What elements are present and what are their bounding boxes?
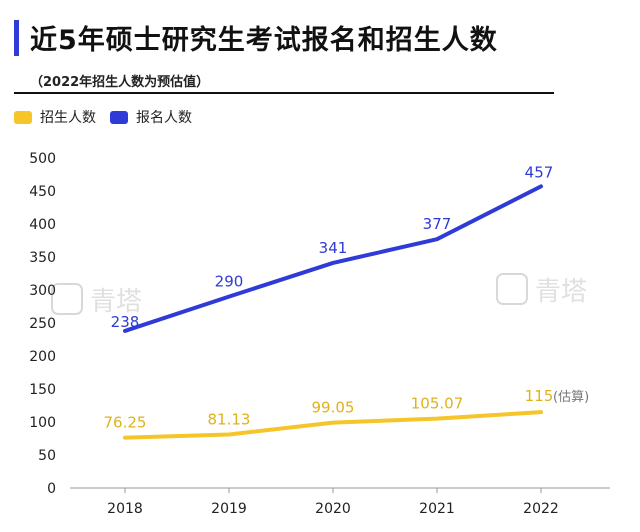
title-accent-bar [14,20,19,56]
data-label: 105.07 [411,395,464,413]
data-label: 377 [423,215,452,233]
y-tick-label: 300 [29,283,56,299]
y-tick-label: 450 [29,184,56,200]
y-tick-label: 50 [38,448,56,464]
x-tick-label: 2018 [107,501,143,517]
x-tick-label: 2022 [523,501,559,517]
data-label: 341 [319,239,348,257]
x-tick-label: 2020 [315,501,351,517]
legend-swatch-enrollment [14,110,32,124]
data-label: 238 [111,313,140,331]
x-tick-label: 2021 [419,501,455,517]
legend-label-enrollment: 招生人数 [40,110,96,126]
y-tick-label: 500 [29,151,56,167]
y-tick-label: 350 [29,250,56,266]
y-tick-label: 400 [29,217,56,233]
watermark-text: 青塔 [535,277,587,307]
title-divider [14,92,554,94]
legend-label-applicants: 报名人数 [136,110,192,126]
legend-item-enrollment: 招生人数 [14,107,96,127]
y-tick-label: 250 [29,316,56,332]
data-label: 99.05 [312,399,355,417]
data-label: 81.13 [208,410,251,428]
chart-title: 近5年硕士研究生考试报名和招生人数 [30,25,498,56]
x-tick-label: 2019 [211,501,247,517]
legend: 招生人数 报名人数 [14,108,206,126]
data-label: 115 [525,387,554,405]
watermark-text: 青塔 [90,287,142,317]
data-label: 290 [215,273,244,291]
watermark-logo-icon [496,273,528,305]
data-label: 457 [525,163,554,181]
series-line-applicants [123,184,543,333]
series-line-enrollment [123,410,543,440]
data-label: 76.25 [104,414,147,432]
annotation-label: (估算) [553,390,589,405]
watermark-logo-icon [51,283,83,315]
y-tick-label: 200 [29,349,56,365]
y-tick-label: 150 [29,382,56,398]
y-tick-label: 100 [29,415,56,431]
y-tick-label: 0 [47,481,56,497]
legend-swatch-applicants [110,110,128,124]
chart-subtitle: （2022年招生人数为预估值） [30,75,210,90]
legend-item-applicants: 报名人数 [110,107,192,127]
